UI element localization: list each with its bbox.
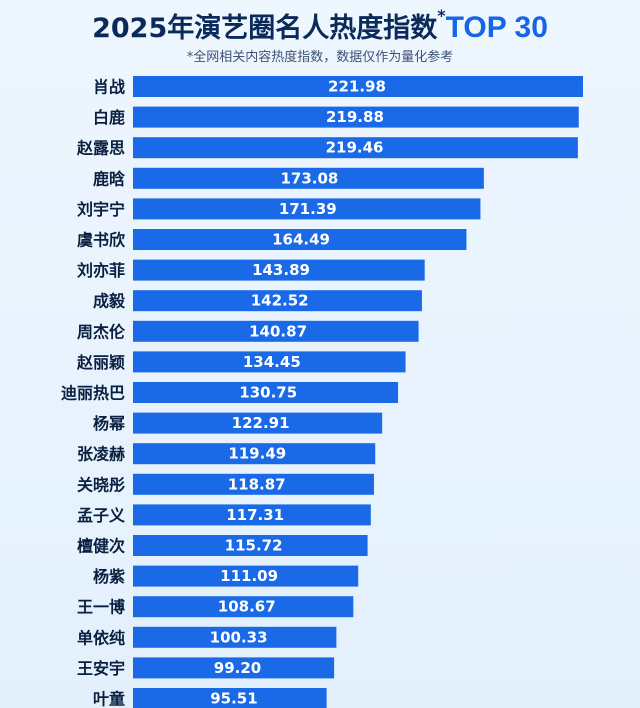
category-label: 关晓彤 <box>77 475 125 494</box>
category-label: 赵露思 <box>76 139 125 158</box>
bar <box>133 198 481 220</box>
bar <box>133 443 376 465</box>
category-label: 杨紫 <box>93 567 125 586</box>
value-label: 140.87 <box>249 322 307 340</box>
bar <box>133 688 327 708</box>
bar <box>133 106 579 128</box>
category-label: 刘亦菲 <box>77 261 125 280</box>
category-label: 叶童 <box>93 690 125 708</box>
bar <box>133 626 337 648</box>
bar <box>133 535 368 556</box>
bar <box>133 412 383 434</box>
category-label: 杨幂 <box>93 414 125 433</box>
bar <box>133 504 371 526</box>
category-label: 肖战 <box>93 78 125 97</box>
title-main: 2025年演艺圈名人热度指数 <box>92 13 438 44</box>
value-label: 118.87 <box>228 475 286 493</box>
value-label: 164.49 <box>272 231 330 249</box>
bar <box>133 596 354 618</box>
chart-title: 2025年演艺圈名人热度指数*TOP 30 <box>0 6 640 45</box>
value-label: 219.88 <box>326 108 384 126</box>
title-star: * <box>437 6 446 25</box>
category-label: 王安宇 <box>77 659 125 678</box>
bar <box>133 259 425 281</box>
value-label: 142.52 <box>251 292 309 310</box>
value-label: 171.39 <box>279 200 337 218</box>
bar <box>133 76 583 97</box>
value-label: 99.20 <box>214 659 261 677</box>
value-label: 221.98 <box>328 78 386 96</box>
value-label: 119.49 <box>228 445 286 463</box>
category-label: 赵丽颖 <box>76 353 125 372</box>
category-label: 单依纯 <box>77 628 125 647</box>
category-label: 迪丽热巴 <box>61 384 125 403</box>
value-label: 95.51 <box>210 690 257 708</box>
value-label: 108.67 <box>218 598 276 616</box>
category-label: 白鹿 <box>93 108 125 127</box>
category-label: 檀健次 <box>77 537 125 556</box>
bar <box>133 657 335 679</box>
bar <box>133 290 422 312</box>
bar <box>133 565 359 587</box>
value-label: 122.91 <box>232 414 290 432</box>
bar <box>133 382 399 403</box>
value-label: 143.89 <box>252 261 310 279</box>
value-label: 115.72 <box>225 537 283 555</box>
chart-subtitle: *全网相关内容热度指数，数据仅作为量化参考 <box>186 50 454 65</box>
category-label: 成毅 <box>93 292 126 311</box>
bar <box>133 167 484 189</box>
bar <box>133 351 406 373</box>
category-label: 王一博 <box>77 598 125 617</box>
value-label: 117.31 <box>226 506 284 524</box>
category-label: 刘宇宁 <box>77 200 125 219</box>
bar <box>133 320 419 342</box>
bar <box>133 137 578 159</box>
value-label: 100.33 <box>210 628 268 646</box>
category-label: 鹿晗 <box>93 169 126 188</box>
value-label: 130.75 <box>239 384 297 402</box>
title-accent: TOP 30 <box>445 11 548 44</box>
category-label: 周杰伦 <box>77 322 126 341</box>
category-label: 孟子义 <box>77 506 125 525</box>
bar <box>133 229 467 250</box>
category-label: 张凌赫 <box>77 445 125 464</box>
value-label: 219.46 <box>326 139 384 157</box>
value-label: 173.08 <box>280 169 338 187</box>
category-label: 虞书欣 <box>77 231 125 250</box>
value-label: 111.09 <box>220 567 278 585</box>
value-label: 134.45 <box>243 353 301 371</box>
bar <box>133 473 374 495</box>
